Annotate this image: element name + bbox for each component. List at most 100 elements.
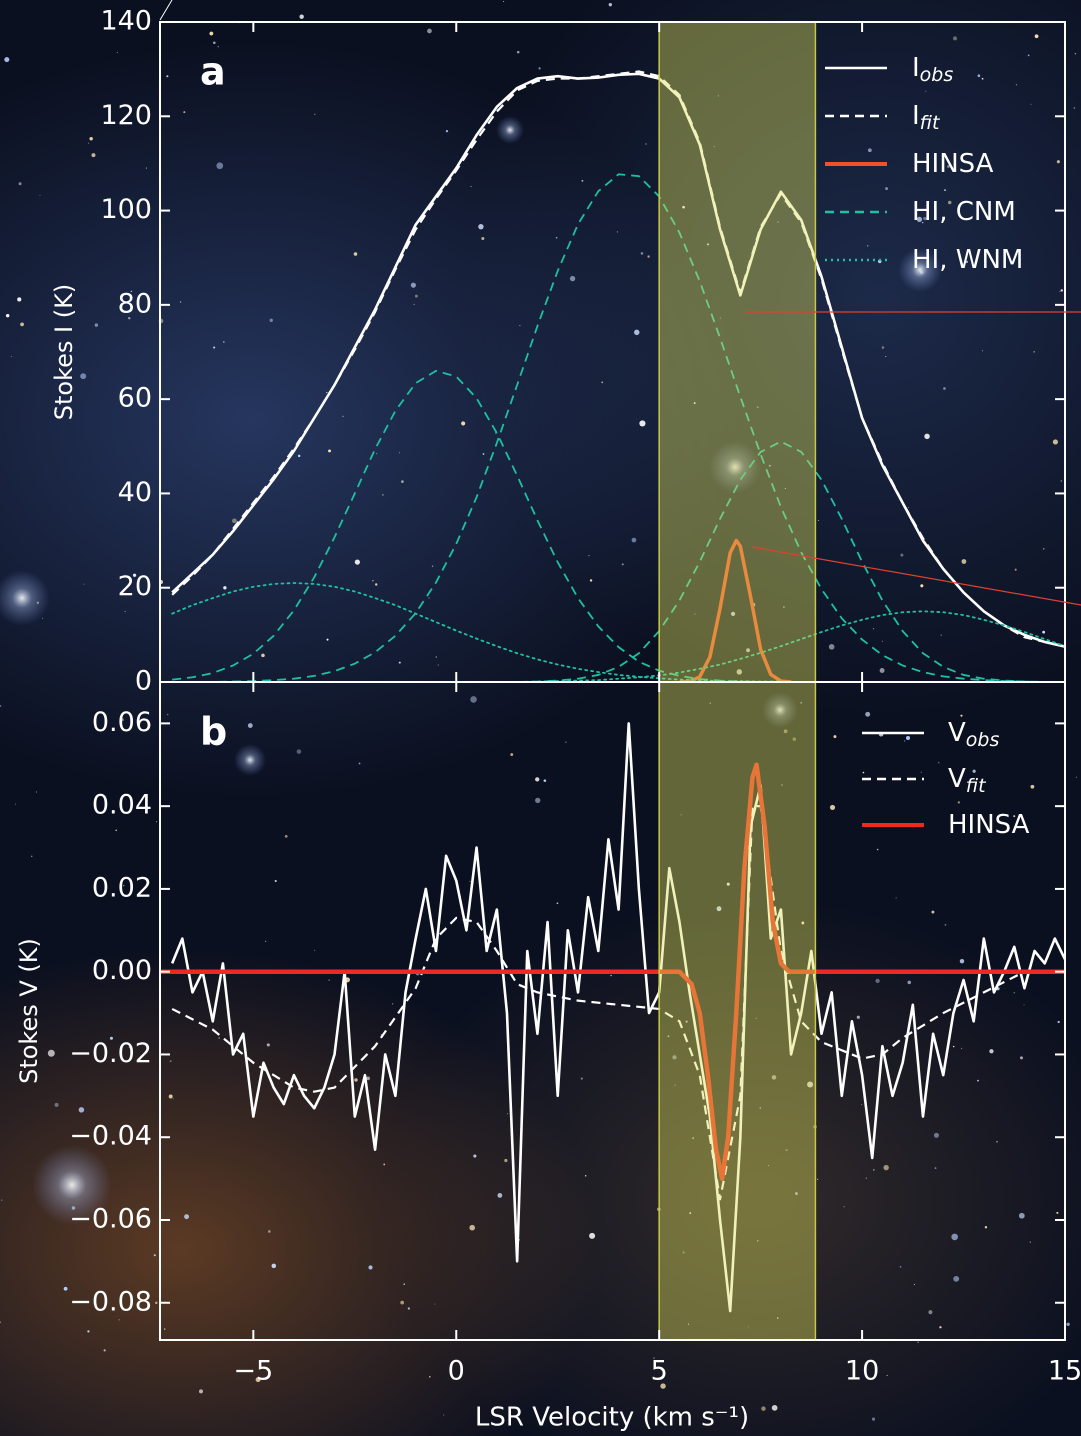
star xyxy=(20,323,24,327)
star xyxy=(557,902,559,904)
star xyxy=(939,1326,941,1328)
star xyxy=(535,777,539,781)
star xyxy=(438,664,439,665)
star xyxy=(1056,1212,1058,1214)
star xyxy=(1016,84,1017,85)
star xyxy=(270,319,273,322)
star xyxy=(1015,569,1017,571)
star xyxy=(875,979,879,983)
star xyxy=(478,224,483,229)
star xyxy=(1073,107,1075,109)
star xyxy=(415,295,418,298)
star xyxy=(199,1389,203,1393)
star xyxy=(328,449,331,452)
star xyxy=(87,1330,89,1332)
star xyxy=(213,41,216,44)
legend-name: I xyxy=(912,101,920,131)
star xyxy=(1061,480,1062,481)
star xyxy=(934,1133,939,1138)
star xyxy=(164,1328,165,1329)
star xyxy=(469,1225,475,1231)
series-line xyxy=(172,371,1065,682)
star xyxy=(42,618,43,619)
star xyxy=(960,715,962,717)
star xyxy=(400,1301,404,1305)
star xyxy=(443,1414,444,1415)
legend-label: Vobs xyxy=(948,718,999,751)
star xyxy=(632,538,637,543)
star xyxy=(830,805,835,810)
star xyxy=(510,753,513,756)
star xyxy=(408,1307,410,1309)
star xyxy=(184,1214,189,1219)
star xyxy=(914,1284,915,1285)
star xyxy=(470,186,471,187)
legend-name: HINSA xyxy=(912,149,994,179)
star xyxy=(885,187,888,190)
star xyxy=(95,323,98,326)
star xyxy=(761,1406,765,1410)
star xyxy=(958,801,960,803)
x-axis-label: LSR Velocity (km s⁻¹) xyxy=(475,1403,749,1433)
star xyxy=(446,130,448,132)
legend-label: Vfit xyxy=(948,764,987,797)
star xyxy=(104,1349,106,1351)
star xyxy=(11,356,12,357)
star xyxy=(314,950,315,951)
y-axis-label: Stokes I (K) xyxy=(50,284,78,420)
star xyxy=(31,856,32,857)
star xyxy=(882,641,883,642)
star xyxy=(590,579,592,581)
y-tick-label: 100 xyxy=(100,194,152,225)
star xyxy=(908,507,909,508)
star xyxy=(610,975,611,976)
star xyxy=(1057,160,1060,163)
legend-name: HI, CNM xyxy=(912,197,1016,227)
highlight-band xyxy=(659,22,815,682)
y-tick-label: −0.06 xyxy=(69,1203,152,1234)
star xyxy=(985,1226,987,1228)
star xyxy=(951,1234,958,1241)
star xyxy=(146,168,147,169)
star xyxy=(920,584,923,587)
star xyxy=(297,749,302,754)
star xyxy=(622,563,624,565)
star xyxy=(1034,351,1035,352)
legend-name: I xyxy=(912,53,920,83)
star xyxy=(1020,1056,1023,1059)
star xyxy=(0,705,1,707)
star xyxy=(1028,55,1030,57)
legend-subscript: fit xyxy=(966,775,987,797)
star xyxy=(436,656,438,658)
star xyxy=(772,1405,778,1411)
star xyxy=(383,1164,385,1166)
star xyxy=(868,148,872,152)
plot: 020406080100120140aStokes I (K)IobsIfitH… xyxy=(15,6,1081,1433)
star xyxy=(647,255,649,257)
star xyxy=(924,434,929,439)
star xyxy=(538,67,540,69)
star xyxy=(973,770,976,773)
y-tick-label: 0.06 xyxy=(92,707,152,738)
star xyxy=(565,742,566,743)
star xyxy=(375,583,377,585)
star xyxy=(1043,548,1044,549)
panel-label: a xyxy=(200,50,226,94)
star xyxy=(503,1,504,2)
star xyxy=(48,1050,55,1057)
star xyxy=(639,420,645,426)
star xyxy=(481,237,484,240)
star xyxy=(156,821,157,822)
y-tick-label: −0.08 xyxy=(69,1286,152,1317)
x-tick-label: 5 xyxy=(651,1356,668,1387)
star xyxy=(166,75,168,77)
star xyxy=(343,416,344,417)
legend-subscript: obs xyxy=(966,729,1000,751)
star xyxy=(906,736,910,740)
y-tick-label: 140 xyxy=(100,6,152,37)
star xyxy=(91,153,95,157)
star xyxy=(372,580,373,581)
star xyxy=(461,421,465,425)
y-axis-label: Stokes V (K) xyxy=(15,938,43,1084)
star xyxy=(180,301,181,302)
